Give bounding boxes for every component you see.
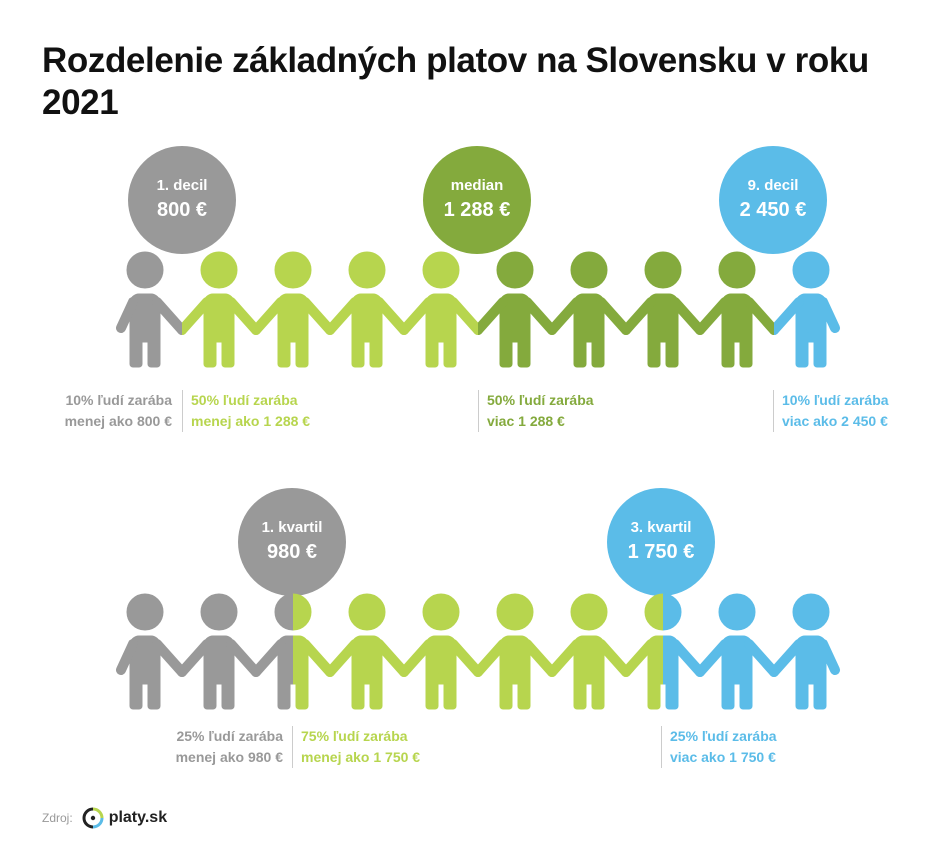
- logo-icon: [82, 807, 104, 829]
- people-row-deciles: [0, 240, 950, 375]
- marker-value: 800 €: [156, 199, 208, 221]
- caption-above-median: 50% ľudí zarába viac 1 288 €: [478, 390, 594, 432]
- marker-value: 2 450 €: [739, 199, 807, 221]
- caption-line: 75% ľudí zarába: [301, 728, 408, 744]
- platy-logo: platy.sk: [81, 806, 167, 830]
- marker-label: 1. kvartil: [261, 519, 323, 536]
- marker-value: 1 750 €: [627, 541, 695, 563]
- caption-line: menej ako 1 750 €: [301, 749, 421, 765]
- marker-value: 1 288 €: [443, 199, 511, 221]
- marker-label: median: [450, 177, 504, 194]
- caption-below-median: 50% ľudí zarába menej ako 1 288 €: [182, 390, 310, 432]
- caption-line: viac 1 288 €: [487, 413, 565, 429]
- marker-1-decil: 1. decil 800 €: [128, 146, 236, 254]
- caption-line: menej ako 800 €: [64, 413, 172, 429]
- caption-middle: 75% ľudí zarába menej ako 1 750 €: [292, 726, 420, 768]
- caption-line: 50% ľudí zarába: [191, 392, 298, 408]
- caption-line: 25% ľudí zarába: [176, 728, 283, 744]
- caption-quartile-1: 25% ľudí zarába menej ako 980 €: [20, 726, 283, 768]
- caption-decile-1: 10% ľudí zarába menej ako 800 €: [20, 390, 172, 432]
- marker-label: 9. decil: [747, 177, 799, 194]
- chart-title: Rozdelenie základných platov na Slovensk…: [42, 41, 869, 122]
- people-row-quartiles: [0, 582, 950, 717]
- marker-label: 1. decil: [156, 177, 208, 194]
- logo-text: platy.sk: [108, 809, 168, 826]
- marker-median: median 1 288 €: [423, 146, 531, 254]
- caption-quartile-3: 25% ľudí zarába viac ako 1 750 €: [661, 726, 777, 768]
- caption-decile-9: 10% ľudí zarába viac ako 2 450 €: [773, 390, 889, 432]
- source: Zdroj: platy.sk: [42, 806, 167, 830]
- marker-label: 3. kvartil: [630, 519, 692, 536]
- caption-line: menej ako 1 288 €: [191, 413, 311, 429]
- marker-value: 980 €: [266, 541, 318, 563]
- caption-line: 50% ľudí zarába: [487, 392, 594, 408]
- marker-3-kvartil: 3. kvartil 1 750 €: [607, 488, 715, 596]
- caption-line: 10% ľudí zarába: [782, 392, 889, 408]
- caption-line: viac ako 2 450 €: [782, 413, 888, 429]
- marker-9-decil: 9. decil 2 450 €: [719, 146, 827, 254]
- caption-line: 25% ľudí zarába: [670, 728, 777, 744]
- caption-line: viac ako 1 750 €: [670, 749, 776, 765]
- source-label: Zdroj:: [42, 811, 73, 825]
- marker-1-kvartil: 1. kvartil 980 €: [238, 488, 346, 596]
- caption-line: menej ako 980 €: [175, 749, 283, 765]
- caption-line: 10% ľudí zarába: [65, 392, 172, 408]
